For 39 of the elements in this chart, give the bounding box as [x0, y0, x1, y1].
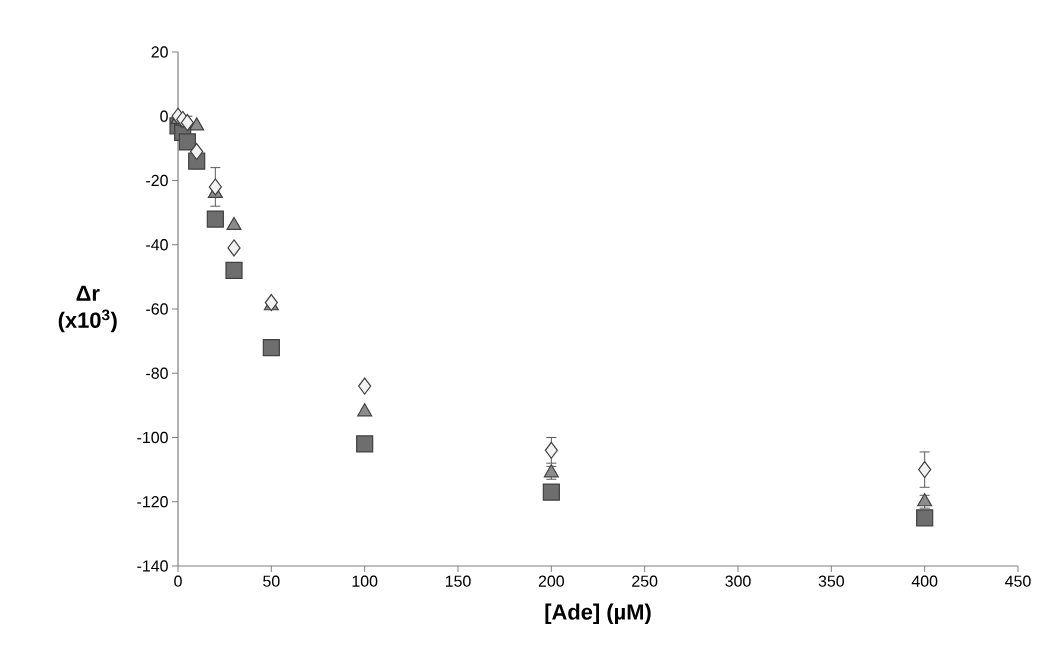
point — [264, 293, 278, 312]
x-tick-label: 0 — [174, 575, 182, 587]
x-axis-title: [Ade] (µM) — [545, 603, 651, 625]
point — [180, 114, 194, 132]
x-tick-label: 50 — [263, 575, 280, 587]
point — [916, 509, 934, 527]
x-tick-label: 150 — [445, 575, 471, 587]
y-tick-label: 0 — [160, 110, 168, 122]
y-tick-label: -140 — [137, 560, 168, 572]
x-tick-label: 450 — [1005, 575, 1031, 587]
point — [542, 483, 560, 501]
point — [225, 261, 243, 280]
y-tick-label: 20 — [151, 46, 168, 58]
y-tick-label: -100 — [137, 431, 168, 444]
x-tick-label: 400 — [911, 575, 938, 587]
x-tick-label: 350 — [818, 575, 844, 587]
point — [358, 377, 372, 395]
y-tick-label: -40 — [146, 239, 168, 251]
point — [544, 441, 558, 459]
point — [356, 435, 374, 453]
y-tick-label: -60 — [146, 303, 168, 315]
y-tick-label: -80 — [146, 367, 168, 379]
point — [262, 338, 280, 357]
x-tick-label: 250 — [632, 575, 658, 587]
point — [918, 461, 932, 479]
y-axis-title: Δr (x10$^{3}$) — [58, 285, 117, 333]
point — [189, 117, 205, 131]
point — [178, 133, 196, 151]
x-tick-label: 300 — [725, 575, 751, 587]
y-tick-label: -120 — [137, 496, 168, 508]
point — [226, 216, 242, 231]
point — [357, 403, 373, 417]
point — [227, 239, 241, 257]
x-tick-label: 200 — [538, 575, 564, 587]
y-tick-label: -20 — [146, 174, 168, 187]
point — [206, 210, 224, 228]
point — [208, 178, 222, 196]
x-tick-label: 100 — [352, 575, 378, 587]
point — [190, 142, 204, 161]
